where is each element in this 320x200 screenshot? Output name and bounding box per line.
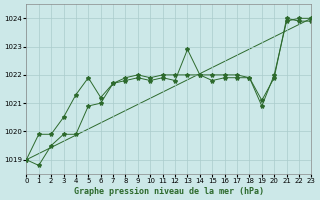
X-axis label: Graphe pression niveau de la mer (hPa): Graphe pression niveau de la mer (hPa) xyxy=(74,187,264,196)
